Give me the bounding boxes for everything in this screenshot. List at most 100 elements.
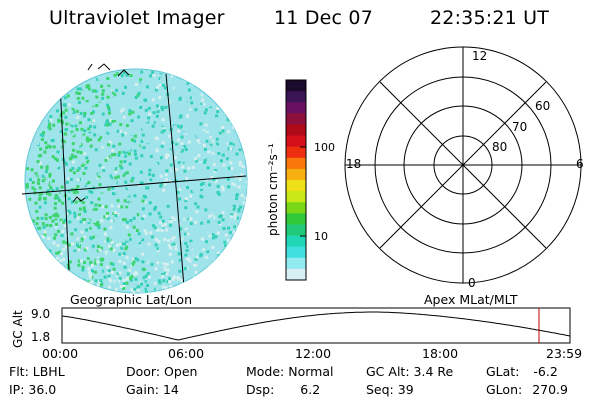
uv-pixel [36,142,40,146]
uv-pixel [202,130,206,134]
uv-pixel [134,271,137,275]
uv-pixel [141,229,145,233]
uv-pixel [87,87,91,91]
uv-pixel [117,204,121,208]
uv-pixel [153,207,157,211]
uv-pixel [177,276,180,279]
uv-pixel [221,233,225,237]
uv-pixel [98,172,102,176]
uv-pixel [125,124,129,128]
uv-pixel [148,112,152,116]
uv-pixel [151,173,155,177]
uv-pixel [125,245,129,249]
uv-pixel [53,176,57,180]
uv-pixel [194,193,198,197]
uv-pixel [167,122,171,126]
uv-pixel [182,118,186,121]
uv-pixel [207,220,210,224]
uv-pixel [216,142,219,146]
uv-pixel [175,183,178,187]
meridian-line [59,81,71,293]
uv-pixel [216,231,220,235]
uv-pixel [141,238,145,242]
uv-pixel [133,213,137,217]
uv-pixel [168,171,172,175]
uv-pixel [158,127,162,131]
uv-pixel [76,96,80,100]
uv-pixel [67,189,71,193]
uv-pixel [174,247,178,251]
uv-pixel [188,107,192,111]
uv-pixel [81,220,85,224]
uv-pixel [149,178,153,182]
uv-pixel [83,235,86,239]
uv-pixel [79,111,83,115]
uv-pixel [128,222,132,225]
uv-pixel [45,122,49,126]
colorbar-cell [286,224,306,237]
lat-label-70: 70 [512,120,527,134]
uv-pixel [163,112,166,116]
uv-pixel [241,156,245,160]
uv-pixel [131,101,135,104]
uv-pixel [88,275,92,279]
uv-pixel [199,264,203,268]
uv-pixel [156,229,160,233]
uv-pixel [113,174,117,178]
uv-pixel [130,138,134,142]
gain-info: Gain: 14 [126,382,179,397]
uv-pixel [117,167,121,171]
uv-pixel [188,205,192,209]
uv-pixel [127,152,131,156]
uv-pixel [70,183,73,187]
uv-pixel [41,222,45,226]
uv-pixel [177,132,181,136]
uv-pixel [77,259,81,263]
uv-pixel [196,169,200,173]
uv-pixel [92,119,96,123]
uv-pixel [62,220,65,224]
uv-pixel [238,148,242,152]
uv-pixel [88,186,92,190]
uv-pixel [216,107,219,111]
uv-pixel [108,182,112,185]
uv-pixel [172,202,176,206]
uv-pixel [110,176,113,180]
uv-pixel [174,220,178,224]
uv-pixel [155,182,159,186]
uv-pixel [226,238,230,242]
uv-pixel [154,218,158,222]
uv-pixel [136,87,140,91]
uv-pixel [135,289,139,292]
uv-pixel [115,280,119,284]
uv-pixel [204,197,208,201]
uv-pixel [70,124,74,128]
uv-pixel [161,274,165,278]
uv-pixel [207,263,211,266]
uv-pixel [148,267,152,271]
time-tick: 06:00 [168,346,205,361]
uv-pixel [45,176,49,180]
uv-pixel [203,216,207,220]
uv-pixel [120,166,124,170]
uv-pixel [116,267,120,271]
uv-pixel [60,178,64,182]
uv-pixel [132,216,136,220]
uv-pixel [148,168,152,172]
uv-pixel [116,279,120,283]
uv-pixel [102,104,106,108]
uv-pixel [48,172,52,176]
uv-pixel [153,199,157,203]
uv-pixel [180,142,184,145]
uv-pixel [161,224,165,228]
uv-pixel [95,222,99,226]
uv-pixel [150,235,154,239]
uv-pixel [115,105,119,109]
uv-pixel [238,163,242,167]
uv-pixel [106,123,110,127]
uv-pixel [43,197,47,200]
uv-pixel [62,103,66,107]
uv-pixel [150,267,154,271]
uv-pixel [61,121,64,125]
uv-pixel [122,115,126,119]
